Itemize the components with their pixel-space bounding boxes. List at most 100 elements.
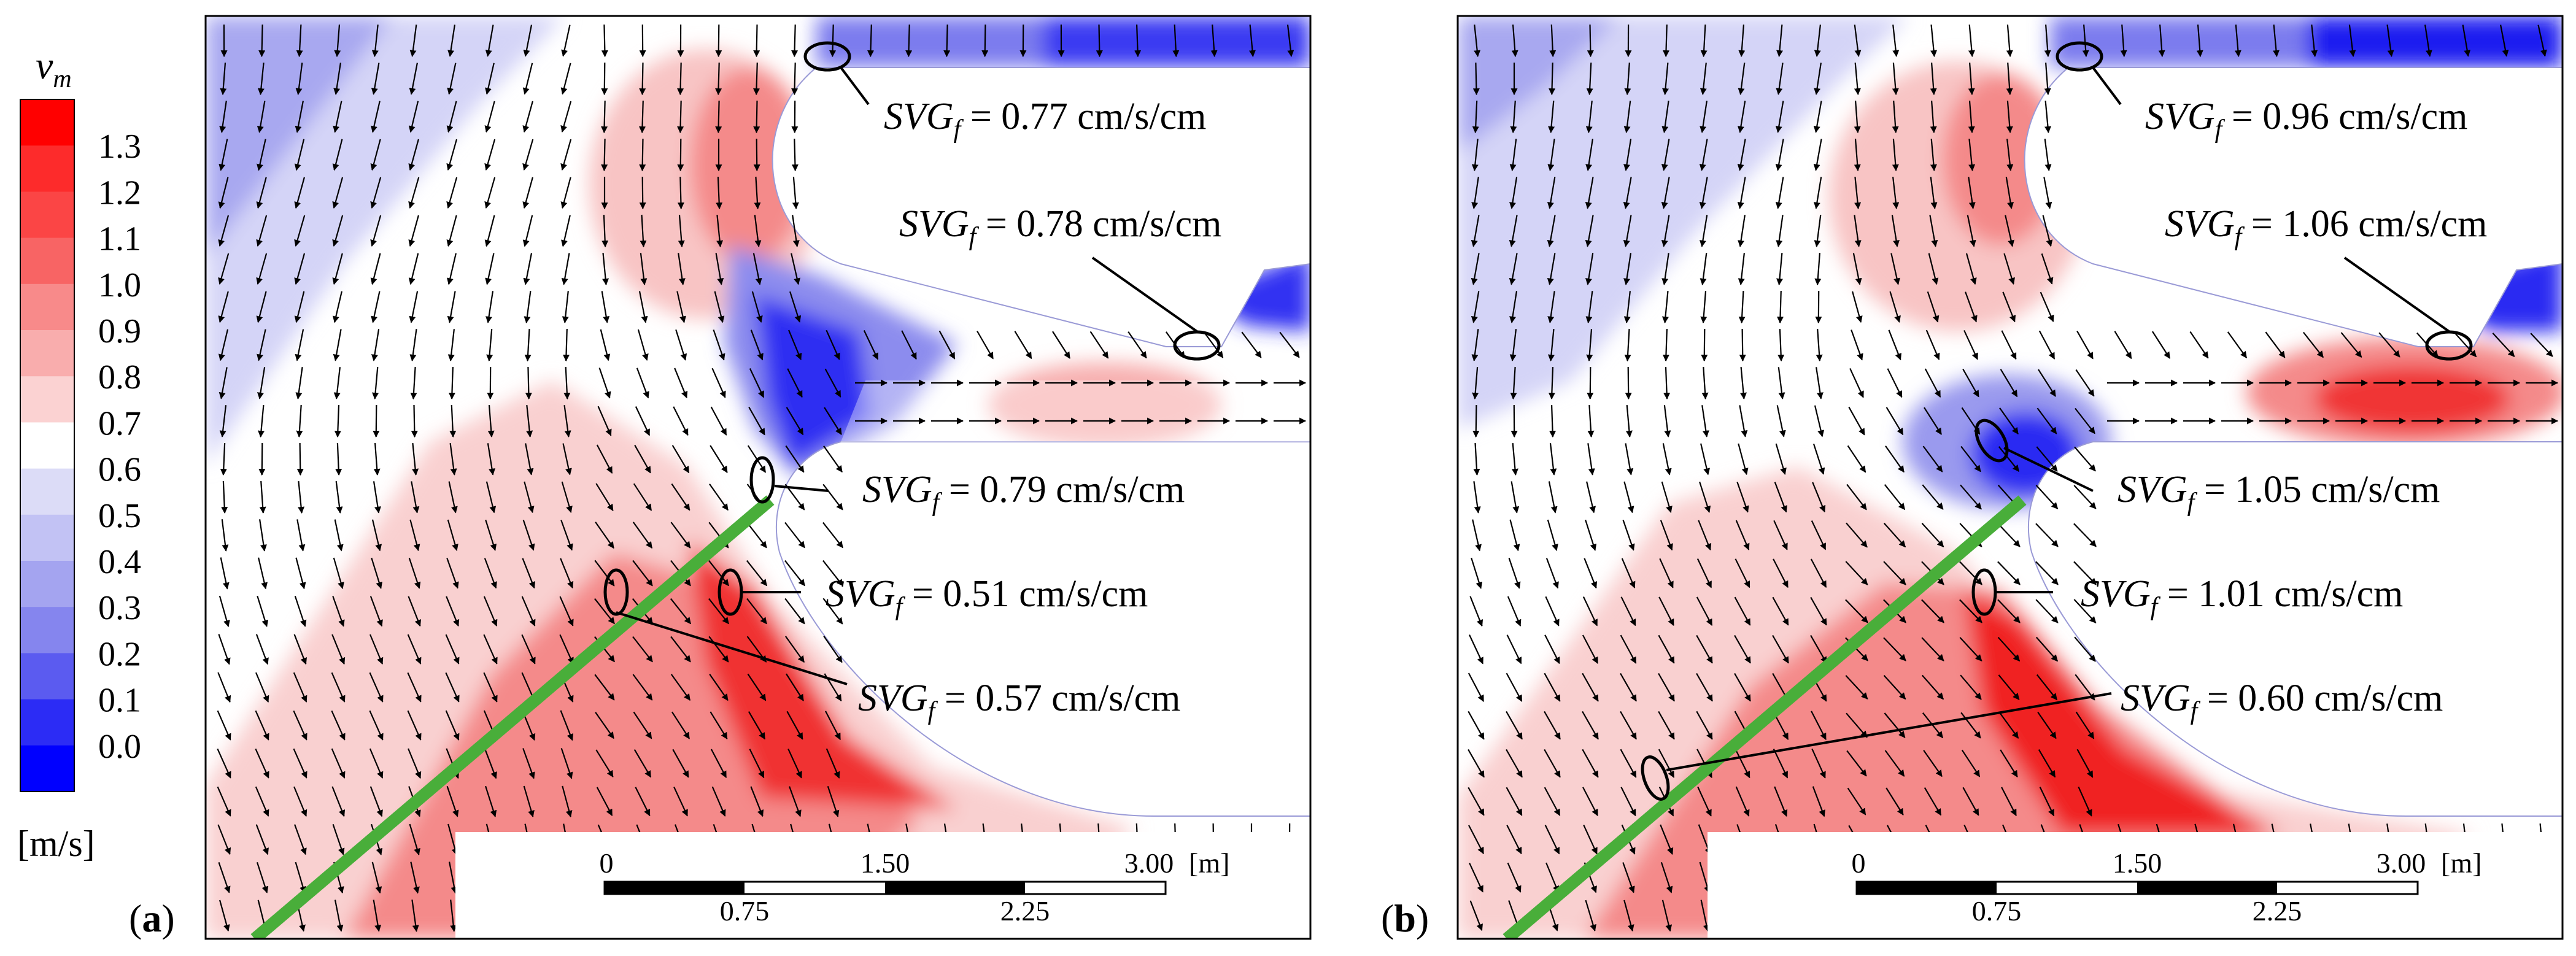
velocity-vector bbox=[784, 484, 805, 511]
velocity-vector bbox=[1812, 443, 1825, 475]
colorbar-swatch bbox=[20, 145, 74, 192]
velocity-vector bbox=[409, 25, 417, 57]
velocity-vector bbox=[1506, 634, 1522, 665]
velocity-vector bbox=[256, 177, 267, 209]
velocity-vector bbox=[1620, 634, 1637, 664]
velocity-vector bbox=[1014, 331, 1032, 360]
velocity-vector bbox=[1547, 139, 1555, 171]
velocity-vector bbox=[1699, 139, 1708, 171]
velocity-vector bbox=[1892, 63, 1899, 95]
velocity-vector bbox=[1960, 712, 1981, 739]
velocity-vector bbox=[601, 138, 608, 172]
velocity-vector bbox=[2035, 485, 2059, 510]
velocity-vector bbox=[715, 62, 722, 96]
velocity-vector bbox=[219, 101, 227, 133]
velocity-vector bbox=[1740, 366, 1747, 399]
velocity-vector bbox=[1471, 253, 1480, 285]
velocity-vector bbox=[1961, 749, 1981, 777]
velocity-vector bbox=[1658, 749, 1675, 778]
velocity-vector bbox=[1735, 520, 1750, 550]
velocity-vector bbox=[295, 329, 304, 361]
velocity-vector bbox=[410, 366, 417, 400]
panel-b-scale-unit: [m] bbox=[2441, 847, 2481, 879]
velocity-vector bbox=[1845, 561, 1868, 585]
velocity-vector bbox=[1851, 330, 1863, 361]
velocity-vector bbox=[1699, 177, 1708, 209]
velocity-vector bbox=[2073, 599, 2097, 623]
velocity-vector bbox=[408, 557, 421, 589]
velocity-vector bbox=[1661, 290, 1669, 323]
velocity-vector bbox=[483, 596, 498, 627]
velocity-vector bbox=[1734, 673, 1751, 702]
velocity-vector bbox=[1738, 215, 1746, 247]
velocity-vector bbox=[1846, 750, 1867, 777]
velocity-vector bbox=[1852, 291, 1863, 323]
velocity-vector bbox=[257, 101, 266, 133]
velocity-vector bbox=[1474, 24, 1481, 57]
velocity-vector bbox=[1471, 138, 1479, 171]
colorbar-swatch bbox=[20, 330, 74, 377]
velocity-vector bbox=[1777, 328, 1785, 362]
velocity-vector bbox=[258, 404, 265, 438]
velocity-vector bbox=[784, 522, 805, 549]
colorbar-tick-labels: 1.3 1.2 1.1 1.0 0.9 0.8 0.7 0.6 0.5 0.4 0.3 0.2 0.1 0… bbox=[98, 128, 141, 766]
velocity-vector bbox=[2378, 332, 2400, 358]
velocity-vector bbox=[1738, 290, 1746, 324]
velocity-vector bbox=[445, 710, 460, 741]
velocity-vector bbox=[1509, 253, 1518, 285]
velocity-vector bbox=[1620, 787, 1636, 817]
velocity-vector bbox=[1997, 599, 2021, 623]
velocity-vector bbox=[1509, 329, 1517, 361]
velocity-vector bbox=[524, 481, 535, 514]
velocity-vector bbox=[1846, 522, 1868, 548]
velocity-vector bbox=[446, 253, 457, 285]
velocity-vector bbox=[1845, 599, 1868, 623]
velocity-vector bbox=[2038, 369, 2056, 397]
velocity-vector bbox=[1587, 443, 1595, 476]
panel-b-marker-2 bbox=[2425, 330, 2473, 361]
velocity-vector bbox=[1547, 519, 1558, 552]
velocity-vector bbox=[2227, 331, 2248, 358]
velocity-vector bbox=[1892, 139, 1899, 171]
velocity-vector bbox=[787, 368, 803, 398]
velocity-vector bbox=[220, 442, 227, 476]
velocity-vector bbox=[1810, 558, 1827, 588]
velocity-vector bbox=[670, 674, 691, 701]
velocity-vector bbox=[670, 598, 692, 625]
velocity-vector bbox=[1469, 596, 1483, 627]
velocity-vector bbox=[2340, 332, 2362, 358]
velocity-vector bbox=[677, 176, 684, 210]
velocity-vector bbox=[1701, 367, 1709, 399]
velocity-vector bbox=[1930, 63, 1937, 95]
velocity-vector bbox=[2073, 523, 2097, 547]
velocity-vector bbox=[563, 405, 571, 438]
velocity-vector bbox=[1967, 215, 1976, 247]
panel-a-label: (a) bbox=[129, 896, 175, 940]
velocity-vector bbox=[710, 749, 727, 778]
velocity-vector bbox=[824, 368, 841, 398]
velocity-vector bbox=[560, 710, 574, 741]
velocity-vector bbox=[446, 558, 459, 589]
velocity-vector bbox=[2303, 331, 2324, 358]
velocity-vector bbox=[1884, 712, 1906, 738]
velocity-vector bbox=[335, 442, 342, 476]
velocity-vector bbox=[1473, 442, 1480, 476]
velocity-vector bbox=[789, 291, 802, 323]
velocity-vector bbox=[1738, 443, 1749, 476]
velocity-vector bbox=[1997, 636, 2021, 662]
velocity-vector bbox=[677, 62, 684, 96]
panel-b-scale-bar: 0 1.50 3.00 [m] 0.75 2.25 bbox=[1852, 847, 2482, 927]
panel-b-scale-225: 2.25 bbox=[2253, 895, 2302, 927]
velocity-vector bbox=[1625, 443, 1634, 476]
velocity-vector bbox=[293, 710, 307, 741]
velocity-vector bbox=[708, 636, 729, 663]
velocity-vector bbox=[1886, 407, 1904, 436]
velocity-vector bbox=[411, 900, 419, 932]
velocity-vector bbox=[332, 215, 344, 247]
velocity-vector bbox=[1884, 750, 1905, 777]
velocity-vector bbox=[217, 672, 231, 703]
panel-a-frame bbox=[204, 15, 1312, 940]
velocity-vector bbox=[484, 139, 496, 171]
velocity-vector bbox=[484, 558, 497, 589]
velocity-vector bbox=[1585, 215, 1594, 247]
